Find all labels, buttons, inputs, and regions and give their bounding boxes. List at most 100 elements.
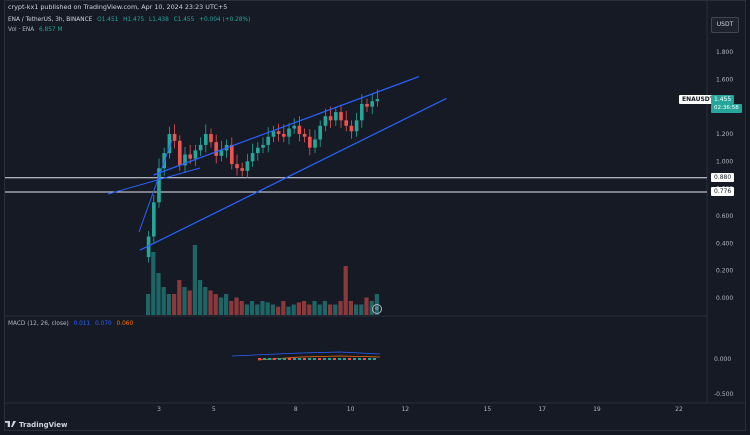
time-tick-label: 12 [401,406,409,413]
macd-legend: MACD (12, 26, close) 0.011 0.070 0.060 [8,321,133,327]
macd-histogram-bar [348,358,351,360]
volume-bar [359,304,364,315]
macd-value: 0.011 [73,321,91,327]
candle-body [167,134,172,154]
volume-bar [296,302,301,315]
volume-bar [364,297,369,315]
time-tick-label: 3 [157,406,161,413]
volume-bar [281,301,286,315]
settings-gear-icon[interactable]: ⚙ [372,304,382,314]
symbol-price-tag: ENAUSDT [679,94,717,104]
symbol-legend: ENA / TetherUS, 3h, BINANCE O1.451 H1.47… [8,17,250,23]
impulse-trend-line [138,139,173,233]
macd-histogram-bar [293,358,296,360]
volume-bar [187,290,192,315]
candle-body [313,139,317,148]
time-tick-label: 19 [593,406,601,413]
time-tick-label: 17 [538,406,546,413]
candle-body [359,103,364,121]
base-trend-line [107,167,201,195]
candle-body [287,128,291,137]
volume-bar [151,252,156,315]
channel-lower-line [139,97,447,251]
volume-bar [156,273,161,315]
candle-body [375,99,380,102]
macd-histogram-bar [358,358,361,360]
macd-histogram-bar [283,358,286,360]
volume-bar [198,280,203,315]
candle-body [354,120,359,132]
macd-histogram-bar [258,358,261,360]
candle-body [172,134,177,141]
macd-histogram-bar [273,358,276,360]
time-tick-label: 10 [347,406,355,413]
candle-body [177,140,182,166]
macd-histogram-bar [353,358,356,360]
macd-histogram-bar [318,358,321,360]
candle-body [193,150,198,159]
volume-bar [276,306,281,315]
macd-histogram-bar [343,358,346,360]
macd-tick-label: -0.500 [714,391,734,398]
candle-body [250,153,255,162]
candle-body [209,134,213,143]
volume-bar [192,245,197,315]
current-price-label: 1.455 [711,94,735,104]
volume-bar [317,304,322,315]
volume-bar [172,294,177,315]
macd-histogram-bar [368,358,371,360]
candle-body [261,144,265,148]
volume-bar [302,301,307,315]
change-value: +0.004 (+0.28%) [199,17,251,23]
volume-bar [338,301,343,315]
candle-body [292,125,297,129]
macd-label: MACD (12, 26, close) [8,321,69,327]
volume-value: 6.857 M [39,27,63,33]
candle-body [198,144,203,151]
macd-histogram-bar [333,358,336,360]
volume-bar [166,294,171,315]
volume-bar [312,301,317,315]
price-tick-label: 0.600 [716,213,733,220]
symbol-name: ENA / TetherUS, 3h, BINANCE [8,17,93,23]
volume-bar [229,301,234,315]
candle-body [245,161,250,171]
candle-body [328,116,333,121]
volume-bar [213,294,218,315]
volume-bar [234,297,239,315]
publisher-line: crypt-kx1 published on TradingView.com, … [8,3,228,11]
volume-bar [203,287,208,315]
volume-bar [343,266,348,315]
macd-histogram-bar [288,358,291,360]
volume-bar [333,304,338,315]
price-tick-label: 1.200 [716,131,733,138]
volume-bar [146,294,151,315]
channel-upper-line [153,76,420,176]
open-value: O1.451 [97,17,119,23]
volume-bar [182,287,187,315]
high-value: H1.475 [123,17,145,23]
price-tick-label: 0.400 [716,240,733,247]
candle-body [349,125,354,132]
volume-bar [250,301,255,315]
candle-body [271,131,276,137]
tradingview-logo: TradingView [5,421,68,429]
bar-countdown-label: 02:36:58 [711,103,742,113]
volume-bar [354,304,359,315]
volume-bar [255,304,260,315]
volume-bar [348,301,353,315]
time-tick-label: 15 [484,406,492,413]
volume-bar [239,301,244,315]
currency-button[interactable]: USDT [711,17,739,33]
time-tick-label: 22 [675,406,683,413]
macd-histogram-bar [268,358,271,360]
volume-bar [369,301,374,315]
candle-body [203,134,208,145]
candle-body [365,103,369,107]
macd-signal-value: 0.070 [95,321,112,327]
macd-tick-label: 0.000 [714,356,731,363]
macd-hist-value: 0.060 [116,321,134,327]
tradingview-logo-icon [5,421,16,427]
price-tick-label: 0.000 [716,295,733,302]
